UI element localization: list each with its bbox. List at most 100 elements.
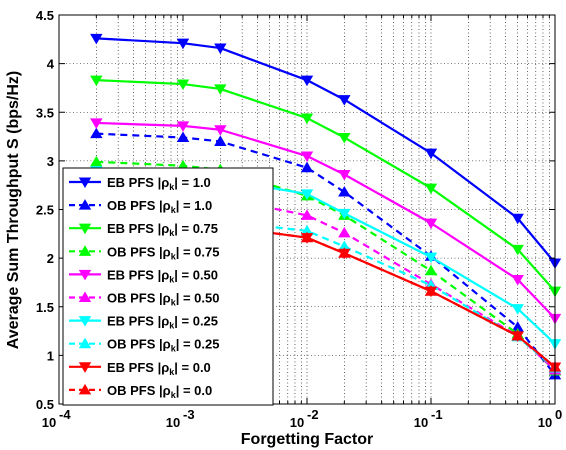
- legend-label-prefix: OB PFS |ρ: [107, 383, 171, 398]
- data-point: [300, 189, 314, 200]
- legend-label-prefix: OB PFS |ρ: [107, 198, 171, 213]
- y-tick-label: 0.5: [36, 397, 54, 412]
- series-line: [96, 132, 556, 376]
- series-line: [96, 37, 556, 264]
- data-point: [90, 118, 103, 129]
- legend-entry: EB PFS |ρk| = 0.0: [69, 360, 211, 377]
- x-tick-label: 10-1: [414, 407, 443, 430]
- data-point: [214, 135, 227, 146]
- legend-label: OB PFS |ρk| = 0.0: [107, 383, 212, 400]
- data-point: [300, 209, 314, 220]
- data-point: [511, 304, 524, 315]
- legend-label-suffix: | = 0.25: [176, 337, 220, 352]
- data-point: [424, 252, 438, 264]
- x-tick-label: 10-2: [290, 407, 319, 430]
- legend-label: OB PFS |ρk| = 0.50: [107, 291, 219, 308]
- legend-entry: OB PFS |ρk| = 0.75: [69, 244, 219, 261]
- legend-label-prefix: EB PFS |ρ: [107, 267, 169, 282]
- legend-entry: EB PFS |ρk| = 0.75: [69, 221, 218, 238]
- y-tick-label: 4.5: [36, 8, 54, 23]
- legend-entry: EB PFS |ρk| = 0.25: [69, 314, 218, 331]
- legend-swatch-marker: [78, 291, 92, 303]
- legend-swatch-marker: [78, 362, 92, 373]
- legend-swatch-marker: [78, 245, 92, 256]
- data-point: [300, 151, 314, 163]
- x-tick-exponent: -4: [59, 407, 71, 422]
- legend-label-suffix: | = 0.50: [174, 267, 218, 282]
- data-point: [511, 213, 524, 225]
- data-point: [338, 208, 351, 220]
- legend-swatch-marker: [78, 383, 92, 395]
- data-point: [176, 79, 190, 91]
- legend-label-suffix: | = 0.75: [174, 221, 218, 236]
- legend-label-suffix: | = 1.0: [174, 175, 211, 190]
- legend-label-suffix: | = 0.50: [176, 291, 220, 306]
- series-line: [96, 79, 556, 292]
- legend-label: EB PFS |ρk| = 0.50: [107, 267, 218, 284]
- legend-entry: EB PFS |ρk| = 0.50: [69, 267, 218, 284]
- legend-label-subscript: k: [169, 367, 175, 377]
- legend-label-suffix: | = 1.0: [176, 198, 213, 213]
- legend-label: EB PFS |ρk| = 0.25: [107, 314, 218, 331]
- y-tick-label: 3: [47, 154, 54, 169]
- legend-entry: OB PFS |ρk| = 0.25: [69, 337, 219, 354]
- legend-entry: OB PFS |ρk| = 0.0: [69, 383, 212, 400]
- legend-label-suffix: | = 0.25: [174, 314, 218, 329]
- x-tick-base: 10: [166, 415, 180, 430]
- data-point: [338, 226, 351, 238]
- data-point: [511, 329, 524, 341]
- data-point: [214, 84, 227, 95]
- series-line: [96, 187, 556, 371]
- data-point: [90, 155, 103, 167]
- legend-label-subscript: k: [171, 390, 177, 400]
- legend-entry: OB PFS |ρk| = 0.50: [69, 291, 219, 308]
- legend-label: OB PFS |ρk| = 0.75: [107, 244, 219, 261]
- x-tick-exponent: -2: [307, 407, 319, 422]
- legend-label-subscript: k: [171, 298, 177, 308]
- y-tick-label: 1.5: [36, 300, 54, 315]
- legend-label-suffix: | = 0.0: [174, 360, 211, 375]
- data-point: [424, 218, 438, 230]
- series-4: [90, 118, 562, 325]
- x-tick-base: 10: [538, 415, 552, 430]
- data-point: [214, 125, 227, 136]
- legend-label-subscript: k: [171, 205, 177, 215]
- x-tick-base: 10: [290, 415, 304, 430]
- data-point: [338, 133, 351, 144]
- data-point: [176, 38, 190, 50]
- series-line: [96, 212, 556, 369]
- legend-entry: EB PFS |ρk| = 1.0: [69, 175, 211, 192]
- data-point: [424, 285, 438, 296]
- legend-swatch-marker: [78, 316, 92, 327]
- data-point: [338, 247, 351, 258]
- legend-label-subscript: k: [171, 251, 177, 261]
- legend-label-subscript: k: [169, 228, 175, 238]
- legend-label-prefix: EB PFS |ρ: [107, 175, 169, 190]
- x-tick-exponent: 0: [555, 407, 562, 422]
- y-tick-label: 3.5: [36, 105, 54, 120]
- y-tick-label: 1: [47, 348, 54, 363]
- data-point: [338, 95, 351, 106]
- legend-label-subscript: k: [171, 344, 177, 354]
- series-line: [96, 160, 556, 372]
- series-line: [96, 121, 556, 320]
- x-tick-exponent: -3: [183, 407, 195, 422]
- legend-label: EB PFS |ρk| = 0.0: [107, 360, 211, 377]
- x-tick-exponent: -1: [431, 407, 443, 422]
- x-tick-base: 10: [414, 415, 428, 430]
- data-point: [176, 131, 190, 143]
- legend-label-suffix: | = 0.75: [176, 244, 220, 259]
- legend-swatch-marker: [78, 177, 92, 189]
- data-point: [90, 75, 103, 87]
- x-tick-label: 100: [538, 407, 562, 430]
- legend-label-prefix: OB PFS |ρ: [107, 337, 171, 352]
- legend-label-prefix: EB PFS |ρ: [107, 221, 169, 236]
- x-tick-base: 10: [42, 415, 56, 430]
- data-point: [511, 244, 524, 256]
- data-point: [300, 113, 314, 125]
- legend-box: [62, 167, 274, 406]
- data-point: [176, 121, 190, 132]
- legend-label: OB PFS |ρk| = 1.0: [107, 198, 212, 215]
- x-tick-label: 10-3: [166, 407, 195, 430]
